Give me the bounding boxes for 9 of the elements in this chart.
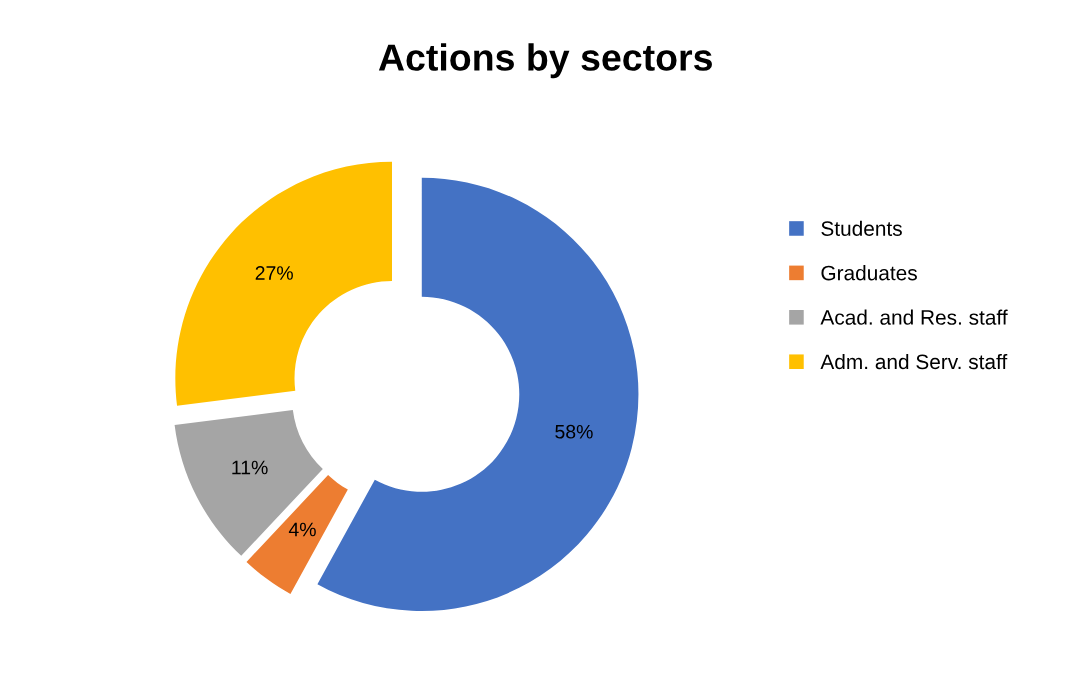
legend-label: Acad. and Res. staff — [820, 309, 1008, 325]
legend-label: Adm. and Serv. staff — [820, 353, 1008, 370]
data-label: 58% — [555, 424, 593, 439]
legend-label: Graduates — [821, 265, 917, 281]
data-label: 11% — [232, 460, 268, 475]
data-label: 27% — [255, 266, 293, 280]
data-label: 4% — [288, 522, 316, 537]
legend-label: Students — [821, 220, 902, 236]
chart-title: Actions by sectors — [378, 43, 712, 79]
